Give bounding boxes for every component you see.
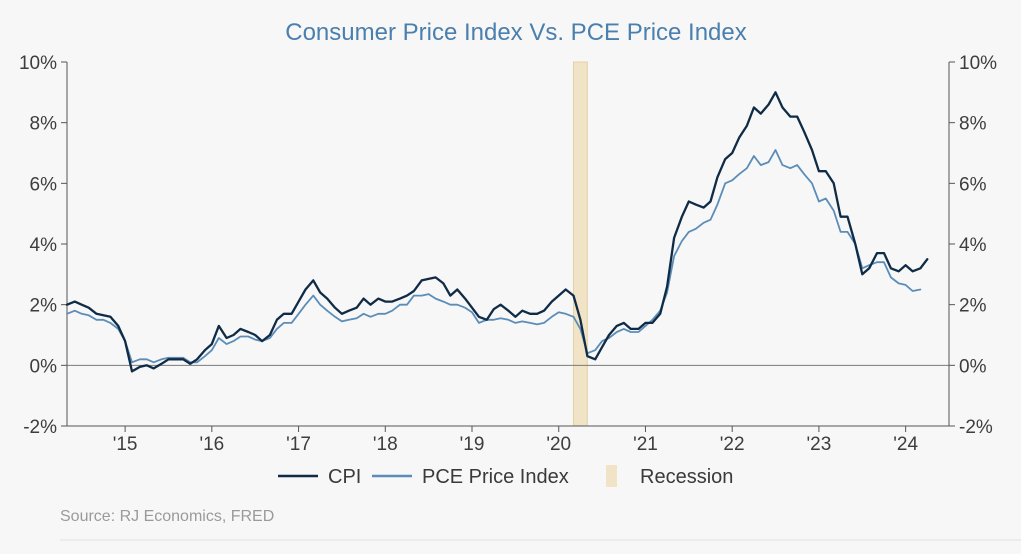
axes-layer xyxy=(61,61,955,432)
x-tick-label: '24 xyxy=(893,434,918,455)
x-tick-label: '21 xyxy=(633,434,658,455)
x-tick-label: '15 xyxy=(113,434,138,455)
y-tick-label-left: 4% xyxy=(30,235,58,256)
y-tick-label-left: 0% xyxy=(30,356,58,377)
y-tick-label-right: -2% xyxy=(959,417,993,438)
y-tick-label-left: 2% xyxy=(30,296,58,317)
y-tick-label-right: 4% xyxy=(959,235,987,256)
x-tick-label: '18 xyxy=(373,434,398,455)
x-tick-label: '17 xyxy=(286,434,311,455)
x-tick-label: '23 xyxy=(807,434,832,455)
legend-item-cpi[interactable]: CPI xyxy=(278,466,361,488)
y-tick-label-left: 6% xyxy=(30,174,58,195)
series-line-cpi xyxy=(65,91,929,373)
x-tick-label: '20 xyxy=(546,434,571,455)
legend-label-recession: Recession xyxy=(640,466,733,488)
y-tick-label-left: -2% xyxy=(23,417,57,438)
y-tick-label-left: 8% xyxy=(30,114,58,135)
y-tick-label-right: 6% xyxy=(959,174,987,195)
legend-item-recession[interactable]: Recession xyxy=(606,465,733,488)
y-tick-label-left: 10% xyxy=(19,53,57,74)
x-tick-label: '19 xyxy=(460,434,485,455)
y-tick-label-right: 2% xyxy=(959,296,987,317)
chart-title: Consumer Price Index Vs. PCE Price Index xyxy=(285,19,747,46)
y-tick-label-right: 0% xyxy=(959,356,987,377)
x-tick-label: '22 xyxy=(720,434,745,455)
legend-label-cpi: CPI xyxy=(328,466,361,488)
x-tick-label: '16 xyxy=(199,434,224,455)
legend: CPI PCE Price Index Recession xyxy=(278,465,733,488)
series-line-pce xyxy=(66,149,922,364)
recession-band xyxy=(572,61,588,427)
legend-swatch-recession xyxy=(606,465,617,487)
legend-label-pce: PCE Price Index xyxy=(422,466,569,488)
legend-item-pce[interactable]: PCE Price Index xyxy=(372,466,569,488)
y-tick-label-right: 8% xyxy=(959,114,987,135)
source-note: Source: RJ Economics, FRED xyxy=(60,508,274,525)
series-layer xyxy=(65,91,929,373)
y-tick-label-right: 10% xyxy=(959,53,997,74)
tick-labels-layer: 10% 10% 8% 8% 6% 6% 4% 4% 2% 2% 0% 0% -2% -2% '15 '16 '1… xyxy=(19,53,997,455)
recession-layer xyxy=(572,61,588,427)
